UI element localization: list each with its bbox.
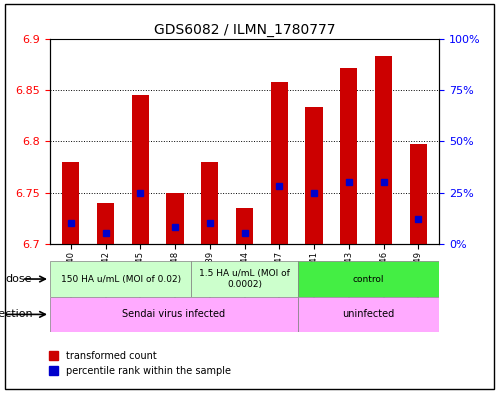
- Bar: [305, 107, 323, 244]
- Text: infection: infection: [0, 309, 32, 320]
- Bar: [375, 56, 392, 244]
- Bar: [62, 162, 79, 244]
- Legend: transformed count, percentile rank within the sample: transformed count, percentile rank withi…: [45, 347, 235, 379]
- FancyBboxPatch shape: [50, 297, 297, 332]
- Bar: [97, 203, 114, 244]
- FancyBboxPatch shape: [297, 261, 439, 297]
- Bar: [132, 95, 149, 244]
- Bar: [236, 208, 253, 244]
- Bar: [340, 68, 357, 244]
- FancyBboxPatch shape: [297, 297, 439, 332]
- Bar: [270, 82, 288, 244]
- FancyBboxPatch shape: [50, 261, 192, 297]
- Text: Sendai virus infected: Sendai virus infected: [122, 309, 226, 320]
- Bar: [201, 162, 219, 244]
- Text: dose: dose: [5, 274, 32, 284]
- Text: control: control: [353, 275, 384, 283]
- Title: GDS6082 / ILMN_1780777: GDS6082 / ILMN_1780777: [154, 23, 335, 37]
- Bar: [410, 143, 427, 244]
- Text: 1.5 HA u/mL (MOI of
0.0002): 1.5 HA u/mL (MOI of 0.0002): [199, 269, 290, 289]
- Bar: [166, 193, 184, 244]
- Text: uninfected: uninfected: [342, 309, 395, 320]
- FancyBboxPatch shape: [192, 261, 297, 297]
- Text: 150 HA u/mL (MOI of 0.02): 150 HA u/mL (MOI of 0.02): [60, 275, 181, 283]
